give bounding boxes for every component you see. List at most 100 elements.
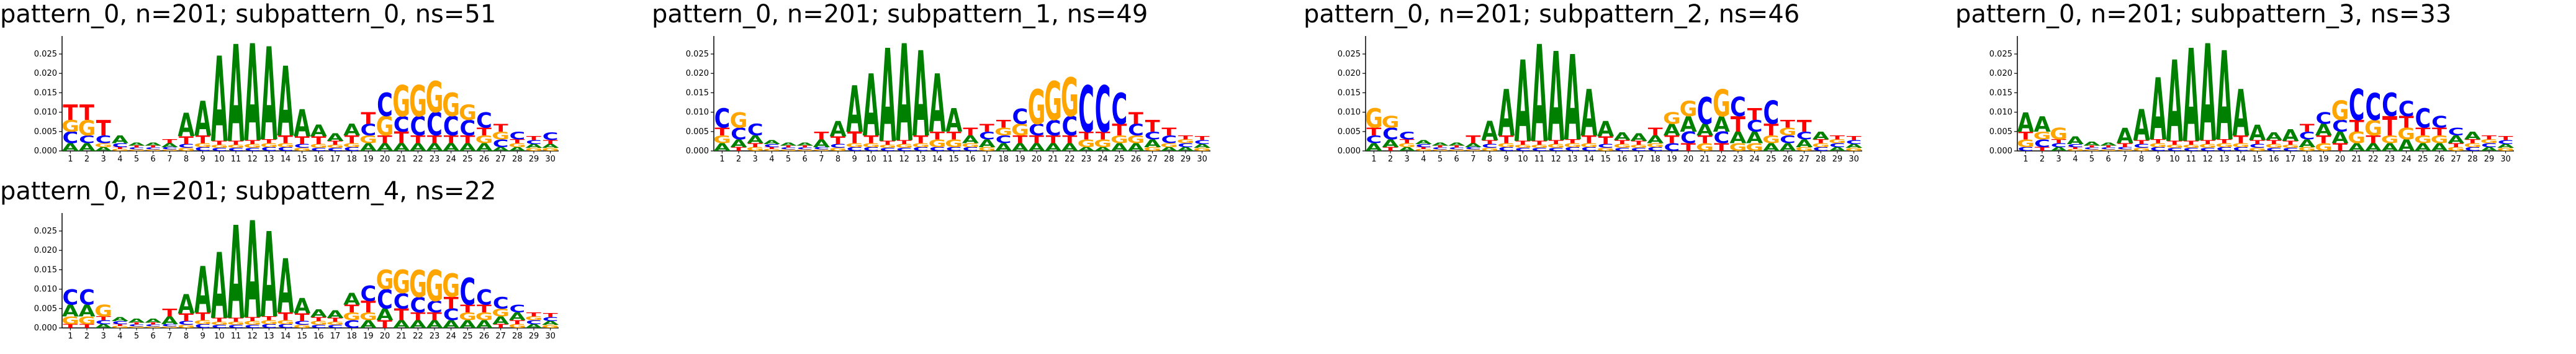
x-tick-label: 25: [1766, 155, 1777, 164]
logo-letter-g: G: [492, 129, 510, 142]
logo-letter-t: T: [1012, 133, 1027, 145]
logo-letter-t: T: [2349, 117, 2364, 135]
logo-letter-g: G: [128, 326, 146, 329]
logo-letter-c: C: [2464, 146, 2480, 152]
x-tick-label: 18: [346, 332, 357, 341]
x-tick-label: 26: [479, 332, 490, 341]
x-tick-label: 30: [1197, 155, 1207, 164]
x-tick-label: 20: [1032, 155, 1042, 164]
logo-letter-g: G: [1497, 142, 1515, 148]
logo-letter-t: T: [2217, 138, 2232, 145]
logo-letter-g: G: [2397, 125, 2415, 143]
logo-letter-a: A: [393, 141, 410, 153]
logo-letter-a: A: [261, 20, 277, 170]
logo-letter-a: A: [747, 133, 764, 145]
logo-letter-t: T: [847, 129, 862, 147]
x-tick-label: 2: [736, 155, 741, 164]
logo-letter-c: C: [327, 147, 343, 152]
x-tick-label: 4: [117, 155, 122, 164]
logo-letter-t: T: [1549, 139, 1564, 145]
logo-letter-a: A: [227, 199, 244, 348]
x-tick-label: 3: [753, 155, 758, 164]
logo-letter-t: T: [179, 311, 194, 324]
logo-letter-g: G: [1696, 141, 1714, 153]
logo-letter-t: T: [427, 310, 442, 322]
logo-letter-a: A: [410, 141, 427, 153]
logo-letter-c: C: [1482, 143, 1498, 149]
x-tick-label: 3: [101, 332, 106, 341]
logo-letter-t: T: [410, 310, 425, 322]
logo-letter-c: C: [62, 129, 78, 147]
logo-letter-c: C: [2117, 147, 2133, 150]
x-tick-label: 8: [835, 155, 840, 164]
logo-letter-a: A: [896, 18, 912, 172]
logo-letter-c: C: [1194, 139, 1210, 145]
logo-letter-c: C: [1111, 84, 1127, 134]
logo-letter-c: C: [360, 282, 376, 307]
x-tick-label: 18: [346, 155, 357, 164]
logo-letter-c: C: [1145, 129, 1161, 142]
logo-letter-c: C: [2051, 142, 2067, 148]
x-tick-label: 12: [1551, 155, 1561, 164]
logo-letter-t: T: [1112, 121, 1127, 140]
x-tick-label: 13: [264, 332, 274, 341]
logo-letter-t: T: [2200, 139, 2216, 145]
logo-letter-t: T: [146, 145, 161, 148]
y-tick-label: 0.010: [34, 108, 57, 117]
x-tick-label: 4: [2073, 155, 2078, 164]
logo-letter-g: G: [730, 109, 748, 134]
logo-letter-t: T: [1046, 133, 1061, 145]
logo-letter-c: C: [79, 286, 95, 311]
x-tick-label: 2: [84, 155, 89, 164]
logo-letter-a: A: [327, 308, 344, 320]
x-tick-label: 9: [852, 155, 857, 164]
logo-letter-c: C: [1449, 147, 1465, 150]
logo-letter-g: G: [178, 324, 196, 329]
logo-letter-c: C: [1178, 142, 1194, 148]
logo-letter-c: C: [2481, 142, 2497, 148]
logo-letter-t: T: [831, 134, 845, 147]
logo-letter-c: C: [1531, 147, 1547, 152]
panel-title: pattern_0, n=201; subpattern_4, ns=22: [0, 177, 497, 206]
logo-letter-a: A: [1630, 131, 1647, 143]
logo-letter-g: G: [78, 314, 96, 327]
logo-letter-a: A: [1696, 121, 1713, 140]
x-tick-label: 17: [2286, 155, 2296, 164]
logo-letter-c: C: [1780, 133, 1796, 145]
logo-letter-g: G: [327, 321, 345, 326]
x-tick-label: 4: [769, 155, 774, 164]
x-tick-label: 30: [545, 155, 556, 164]
x-tick-label: 15: [1600, 155, 1611, 164]
x-tick-label: 11: [231, 155, 241, 164]
logo-letter-g: G: [1564, 142, 1582, 148]
logo-letter-t: T: [2018, 129, 2033, 142]
logo-letter-g: G: [1143, 146, 1161, 152]
logo-letter-a: A: [128, 142, 145, 147]
logo-letter-c: C: [2365, 85, 2381, 129]
logo-letter-g: G: [1078, 137, 1096, 150]
panel-title: pattern_0, n=201; subpattern_0, ns=51: [0, 0, 497, 29]
logo-letter-c: C: [394, 289, 410, 314]
logo-letter-g: G: [61, 117, 79, 135]
logo-letter-g: G: [144, 326, 162, 329]
logo-letter-a: A: [2100, 142, 2117, 147]
logo-letter-t: T: [2366, 133, 2380, 145]
logo-letter-c: C: [112, 320, 128, 325]
logo-letter-c: C: [780, 147, 796, 150]
logo-letter-g: G: [862, 142, 880, 148]
logo-letter-c: C: [526, 139, 542, 145]
logo-letter-g: G: [1382, 113, 1400, 132]
y-tick-label: 0.025: [1989, 50, 2012, 59]
logo-letter-c: C: [1465, 147, 1481, 150]
x-tick-label: 16: [2269, 155, 2279, 164]
logo-letter-t: T: [714, 125, 729, 138]
logo-letter-a: A: [1012, 141, 1029, 153]
logo-letter-c: C: [327, 324, 343, 329]
logo-panel-1: pattern_0, n=201; subpattern_1, ns=49 0.…: [652, 0, 1272, 177]
logo-letter-t: T: [129, 322, 144, 325]
x-tick-label: 28: [2467, 155, 2478, 164]
logo-letter-c: C: [1730, 93, 1746, 123]
logo-letter-g: G: [1398, 142, 1416, 148]
x-tick-label: 20: [380, 332, 390, 341]
logo-letter-a: A: [1547, 28, 1564, 170]
